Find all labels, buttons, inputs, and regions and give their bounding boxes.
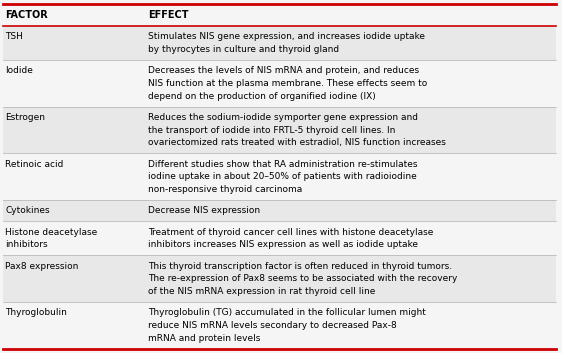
Text: Stimulates NIS gene expression, and increases iodide uptake: Stimulates NIS gene expression, and incr… bbox=[148, 32, 425, 41]
Text: This thyroid transcription factor is often reduced in thyroid tumors.: This thyroid transcription factor is oft… bbox=[148, 262, 452, 271]
Text: depend on the production of organified iodine (IX): depend on the production of organified i… bbox=[148, 91, 376, 101]
Text: Histone deacetylase: Histone deacetylase bbox=[5, 228, 97, 237]
Text: EFFECT: EFFECT bbox=[148, 10, 188, 20]
Text: Cytokines: Cytokines bbox=[5, 206, 49, 215]
Text: NIS function at the plasma membrane. These effects seem to: NIS function at the plasma membrane. The… bbox=[148, 79, 427, 88]
Text: reduce NIS mRNA levels secondary to decreased Pax-8: reduce NIS mRNA levels secondary to decr… bbox=[148, 321, 397, 330]
Text: inhibitors: inhibitors bbox=[5, 240, 48, 249]
Text: The re-expression of Pax8 seems to be associated with the recovery: The re-expression of Pax8 seems to be as… bbox=[148, 274, 457, 283]
Text: Iodide: Iodide bbox=[5, 66, 33, 75]
Text: Estrogen: Estrogen bbox=[5, 113, 45, 122]
Text: Retinoic acid: Retinoic acid bbox=[5, 160, 64, 168]
Text: of the NIS mRNA expression in rat thyroid cell line: of the NIS mRNA expression in rat thyroi… bbox=[148, 287, 375, 296]
Bar bbox=[3, 4, 556, 26]
Text: Decrease NIS expression: Decrease NIS expression bbox=[148, 206, 260, 215]
Text: mRNA and protein levels: mRNA and protein levels bbox=[148, 334, 260, 343]
Text: ovariectomized rats treated with estradiol, NIS function increases: ovariectomized rats treated with estradi… bbox=[148, 138, 446, 147]
Bar bbox=[3, 26, 556, 60]
Text: inhibitors increases NIS expression as well as iodide uptake: inhibitors increases NIS expression as w… bbox=[148, 240, 418, 249]
Text: Different studies show that RA administration re-stimulates: Different studies show that RA administr… bbox=[148, 160, 418, 168]
Bar bbox=[3, 221, 556, 256]
Text: the transport of iodide into FRTL-5 thyroid cell lines. In: the transport of iodide into FRTL-5 thyr… bbox=[148, 126, 396, 134]
Text: Thyroglobulin: Thyroglobulin bbox=[5, 309, 67, 317]
Text: TSH: TSH bbox=[5, 32, 23, 41]
Text: Decreases the levels of NIS mRNA and protein, and reduces: Decreases the levels of NIS mRNA and pro… bbox=[148, 66, 419, 75]
Text: Treatment of thyroid cancer cell lines with histone deacetylase: Treatment of thyroid cancer cell lines w… bbox=[148, 228, 433, 237]
Bar bbox=[3, 256, 556, 302]
Text: Reduces the sodium-iodide symporter gene expression and: Reduces the sodium-iodide symporter gene… bbox=[148, 113, 418, 122]
Text: FACTOR: FACTOR bbox=[5, 10, 48, 20]
Text: Thyroglobulin (TG) accumulated in the follicular lumen might: Thyroglobulin (TG) accumulated in the fo… bbox=[148, 309, 426, 317]
Text: by thyrocytes in culture and thyroid gland: by thyrocytes in culture and thyroid gla… bbox=[148, 45, 339, 54]
Bar bbox=[3, 302, 556, 349]
Text: iodine uptake in about 20–50% of patients with radioiodine: iodine uptake in about 20–50% of patient… bbox=[148, 172, 417, 181]
Text: non-responsive thyroid carcinoma: non-responsive thyroid carcinoma bbox=[148, 185, 302, 194]
Bar bbox=[3, 60, 556, 107]
Bar bbox=[3, 200, 556, 221]
Bar bbox=[3, 154, 556, 200]
Text: Pax8 expression: Pax8 expression bbox=[5, 262, 78, 271]
Bar bbox=[3, 107, 556, 154]
